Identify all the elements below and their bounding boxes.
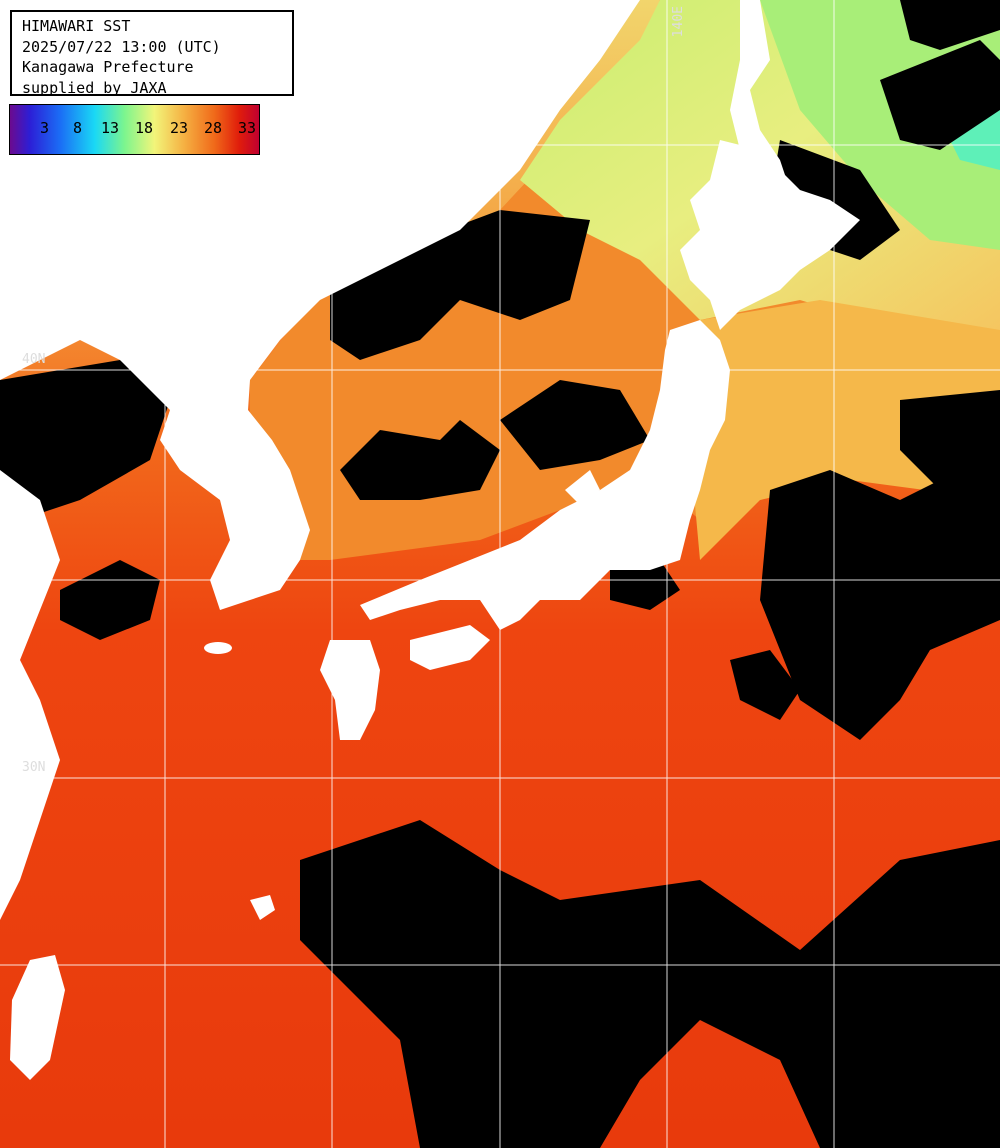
lat-label-40n: 40N bbox=[22, 352, 46, 367]
legend-tick: 8 bbox=[73, 119, 83, 137]
cloud-north-top bbox=[900, 0, 1000, 50]
cloud-east-1 bbox=[760, 440, 1000, 740]
land-jeju bbox=[204, 642, 232, 654]
sanriku-waters bbox=[690, 300, 1000, 560]
land-okinawa bbox=[250, 895, 275, 920]
cloud-east-2 bbox=[900, 390, 1000, 490]
cloud-sakhalin-east bbox=[880, 40, 1000, 150]
legend-tick: 13 bbox=[101, 119, 120, 137]
cloud-yellow-sea bbox=[0, 360, 170, 520]
cloud-tohoku-west bbox=[610, 560, 680, 610]
timestamp: 2025/07/22 13:00 (UTC) bbox=[22, 37, 221, 56]
land-sakhalin bbox=[730, 0, 790, 190]
lat-label-30n: 30N bbox=[22, 760, 46, 775]
cloud-sea-of-japan-2 bbox=[340, 420, 500, 500]
land-hokkaido bbox=[680, 140, 860, 330]
cloud-sea-of-japan-1 bbox=[330, 210, 590, 360]
legend-tick: 33 bbox=[238, 119, 257, 137]
land-noto bbox=[565, 470, 600, 505]
land-taiwan bbox=[10, 955, 65, 1080]
land-kyushu bbox=[320, 640, 380, 740]
land-honshu bbox=[360, 320, 730, 630]
land-shikoku bbox=[410, 625, 490, 670]
land-china-coast bbox=[0, 470, 60, 920]
legend-tick: 28 bbox=[204, 119, 223, 137]
credit: supplied by JAXA bbox=[22, 78, 167, 97]
product-title: HIMAWARI SST bbox=[22, 17, 131, 35]
legend-tick: 18 bbox=[135, 119, 154, 137]
legend-tick: 3 bbox=[40, 119, 50, 137]
lon-label-140e: 140E bbox=[671, 6, 686, 38]
land-small-island bbox=[398, 134, 422, 162]
provider-org: Kanagawa Prefecture bbox=[22, 58, 194, 76]
cloud-band-south bbox=[300, 820, 1000, 1148]
color-scale-legend: 3 8 13 18 23 28 33 bbox=[9, 104, 260, 155]
cloud-sea-of-japan-3 bbox=[500, 380, 650, 470]
title-box: HIMAWARI SST 2025/07/22 13:00 (UTC) Kana… bbox=[10, 10, 294, 97]
legend-tick: 23 bbox=[170, 119, 189, 137]
cloud-south-right bbox=[830, 960, 1000, 1148]
cloud-east-3 bbox=[730, 650, 800, 720]
